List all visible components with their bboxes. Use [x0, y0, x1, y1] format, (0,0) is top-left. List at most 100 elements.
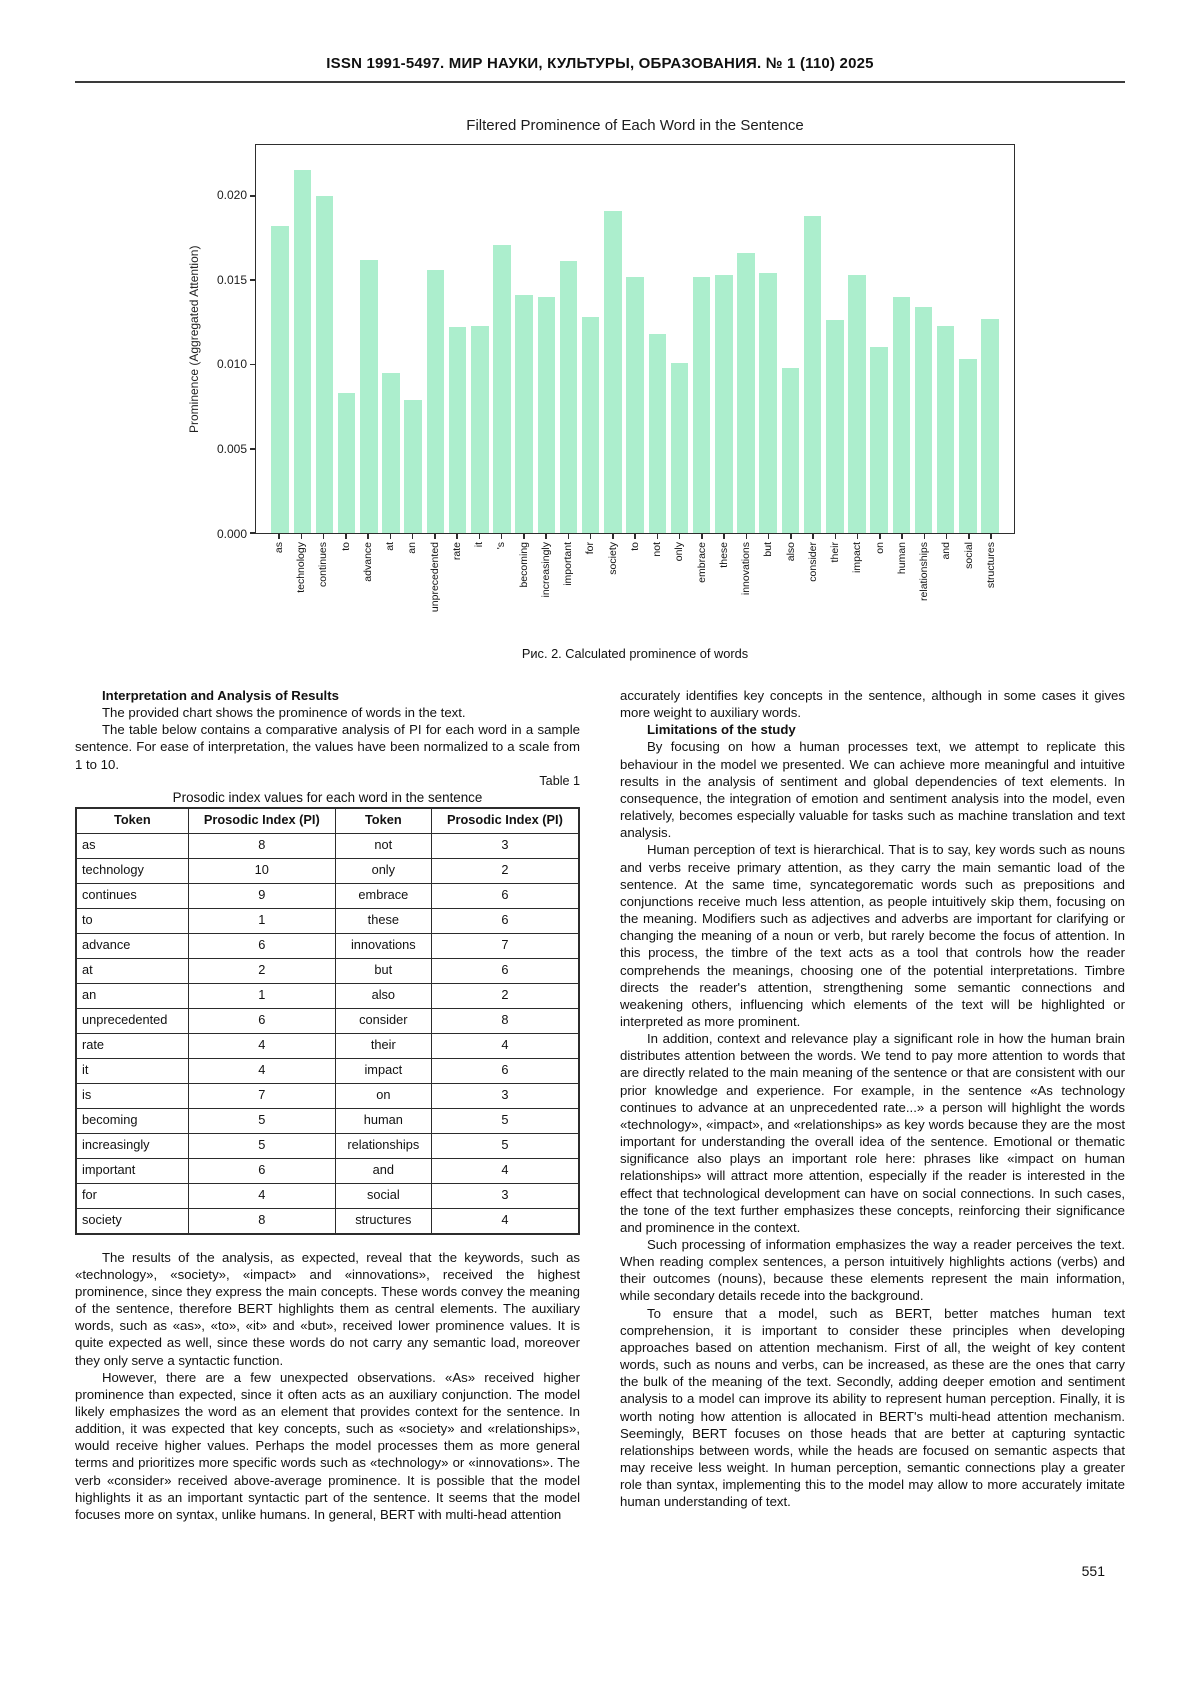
- bars-container: [256, 145, 1014, 533]
- figure-2: Filtered Prominence of Each Word in the …: [185, 117, 1015, 661]
- bar-slot: [602, 145, 624, 533]
- table-row: becoming 5 human 5: [75, 1107, 580, 1134]
- x-tick-label: for: [584, 542, 597, 555]
- pi-value-cell: 6: [187, 1007, 336, 1034]
- token-cell: structures: [334, 1207, 432, 1235]
- x-tick-mark: [701, 534, 703, 539]
- pi-value-cell: 6: [430, 1057, 580, 1084]
- token-cell: innovations: [334, 932, 432, 959]
- x-tick: to: [624, 534, 646, 551]
- x-tick: but: [758, 534, 780, 557]
- bar-slot: [957, 145, 979, 533]
- bar-as: [271, 225, 289, 533]
- pi-value-cell: 8: [187, 1207, 336, 1235]
- paragraph: However, there are a few unexpected obse…: [75, 1369, 580, 1522]
- bar-also: [781, 367, 800, 533]
- x-tick: these: [713, 534, 735, 568]
- bar-but: [759, 273, 777, 533]
- x-tick: on: [869, 534, 891, 554]
- paragraph: By focusing on how a human processes tex…: [620, 739, 1125, 841]
- x-tick-label: their: [829, 542, 842, 563]
- bar-slot: [802, 145, 824, 533]
- x-tick-mark: [678, 534, 681, 539]
- pi-value-cell: 6: [430, 907, 580, 934]
- bar-slot: [469, 145, 491, 533]
- pi-value-cell: 3: [430, 1182, 580, 1209]
- left-column: Interpretation and Analysis of Results T…: [75, 687, 580, 1523]
- journal-header: ISSN 1991-5497. МИР НАУКИ, КУЛЬТУРЫ, ОБР…: [326, 55, 874, 72]
- table-row: rate 4 their 4: [75, 1032, 580, 1059]
- bar-at: [382, 372, 400, 533]
- x-tick-label: on: [873, 542, 886, 554]
- x-tick-mark: [589, 534, 592, 539]
- x-tick: structures: [980, 534, 1002, 588]
- pi-value-cell: 8: [430, 1007, 580, 1034]
- table-column-header: Token: [75, 807, 189, 834]
- paragraph: accurately identifies key concepts in th…: [620, 688, 1125, 721]
- x-tick: for: [580, 534, 602, 554]
- x-tick-label: an: [406, 542, 419, 554]
- x-tick: increasingly: [535, 534, 557, 597]
- token-cell: impact: [334, 1057, 432, 1084]
- x-tick-mark: [523, 534, 525, 539]
- x-tick-label: human: [895, 542, 908, 575]
- x-tick-label: to: [628, 542, 641, 551]
- x-tick: as: [268, 534, 290, 553]
- pi-value-cell: 5: [430, 1107, 580, 1134]
- y-tick-label: 0.000: [216, 527, 247, 541]
- x-tick: at: [379, 534, 401, 551]
- x-tick-mark: [634, 534, 636, 539]
- x-tick: relationships: [913, 534, 935, 601]
- bar-becoming: [515, 295, 533, 533]
- bar-embrace: [692, 276, 711, 533]
- table-row: as 8 not 3: [75, 832, 580, 859]
- x-tick-label: also: [784, 542, 797, 562]
- bar-and: [936, 325, 955, 533]
- pi-value-cell: 6: [187, 1157, 336, 1184]
- bar-slot: [580, 145, 602, 533]
- token-cell: rate: [75, 1032, 189, 1059]
- bar-social: [959, 359, 977, 533]
- bar-slot: [935, 145, 957, 533]
- x-tick-label: continues: [317, 542, 330, 587]
- pi-value-cell: 7: [187, 1082, 336, 1109]
- token-cell: important: [75, 1157, 189, 1184]
- table-title: Prosodic index values for each word in t…: [172, 790, 483, 806]
- pi-value-cell: 2: [430, 857, 580, 884]
- token-cell: and: [334, 1157, 432, 1184]
- x-tick: technology: [290, 534, 312, 593]
- token-cell: society: [75, 1207, 189, 1235]
- bar-slot: [779, 145, 801, 533]
- pi-value-cell: 10: [187, 857, 336, 884]
- x-tick-label: only: [673, 542, 686, 562]
- x-tick-mark: [389, 534, 392, 539]
- x-tick-label: embrace: [695, 542, 708, 583]
- x-tick: their: [824, 534, 846, 562]
- bar-slot: [713, 145, 735, 533]
- x-tick-mark: [322, 534, 325, 539]
- y-tick-label: 0.010: [216, 357, 247, 372]
- token-cell: not: [334, 832, 432, 859]
- paragraph: The table below contains a comparative a…: [75, 722, 580, 772]
- x-tick: an: [402, 534, 424, 554]
- pi-value-cell: 4: [187, 1032, 336, 1059]
- x-tick-mark: [612, 534, 614, 539]
- x-tick: consider: [802, 534, 824, 582]
- bar-relationships: [914, 306, 933, 533]
- x-tick-label: innovations: [740, 542, 753, 596]
- x-tick-mark: [656, 534, 659, 539]
- x-tick-label: and: [940, 542, 953, 560]
- x-tick-mark: [456, 534, 458, 539]
- x-tick: not: [646, 534, 668, 557]
- bar-increasingly: [537, 296, 556, 533]
- pi-value-cell: 2: [187, 957, 336, 984]
- y-tick-mark: [250, 195, 256, 197]
- token-cell: human: [334, 1107, 432, 1134]
- token-cell: continues: [75, 882, 189, 909]
- pi-value-cell: 5: [187, 1132, 336, 1159]
- x-tick-mark: [879, 534, 881, 539]
- pi-value-cell: 4: [430, 1207, 580, 1235]
- x-tick-mark: [767, 534, 770, 539]
- bar-consider: [803, 215, 822, 533]
- x-tick-label: not: [651, 542, 664, 557]
